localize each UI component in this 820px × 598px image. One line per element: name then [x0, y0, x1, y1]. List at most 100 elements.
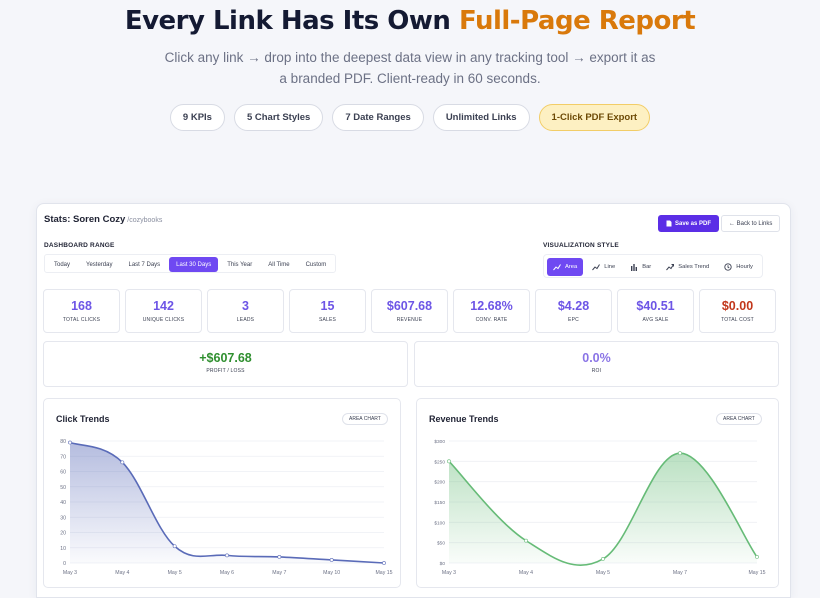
line-trend-icon: [592, 264, 601, 271]
y-tick-label: 80: [60, 439, 66, 445]
y-tick-label: 50: [60, 485, 66, 491]
series-area: [70, 442, 384, 563]
x-tick-label: May 10: [323, 570, 340, 576]
hero-title-main: Every Link Has Its Own: [124, 6, 459, 36]
report-title-text: Stats: Soren Cozy: [44, 214, 126, 225]
viz-sales-trend-label: Sales Trend: [678, 264, 710, 270]
data-point[interactable]: [277, 554, 282, 559]
x-tick-label: May 3: [63, 570, 77, 576]
y-tick-label: 20: [60, 531, 66, 537]
series-area: [449, 453, 757, 566]
kpi-value: 142: [153, 299, 174, 313]
report-card: Stats: Soren Cozy/cozybooks Save as PDF …: [36, 203, 791, 598]
viz-line-label: Line: [604, 264, 616, 270]
visualization-selector: Area Line Bar Sales Trend Hourly: [543, 254, 763, 278]
kpi-value: 12.68%: [470, 299, 513, 313]
x-tick-label: May 4: [115, 570, 129, 576]
roi-value: 0.0%: [582, 351, 611, 365]
data-point[interactable]: [382, 561, 386, 565]
data-point[interactable]: [678, 451, 682, 456]
y-tick-label: $50: [437, 541, 445, 547]
viz-line[interactable]: Line: [586, 258, 621, 276]
data-point[interactable]: [755, 554, 759, 559]
hero-subtitle: Click any link → drop into the deepest d…: [0, 47, 820, 89]
pill-chart-styles: 5 Chart Styles: [233, 104, 324, 131]
revenue-trends-plot: $0 $50 $100 $150 $200 $250 $300 May 3 May 4 May 5…: [434, 439, 765, 576]
profit-value: +$607.68: [199, 351, 252, 365]
report-slug: /cozybooks: [127, 217, 163, 224]
x-tick-label: May 5: [168, 570, 182, 576]
y-tick-label: $200: [434, 480, 445, 486]
pill-kpis: 9 KPIs: [169, 104, 225, 131]
y-tick-label: 70: [60, 454, 66, 460]
kpi-total-cost: $0.00 TOTAL COST: [699, 289, 776, 333]
chart-title: Revenue Trends: [429, 414, 499, 424]
data-point[interactable]: [447, 459, 451, 464]
kpi-label: LEADS: [236, 317, 255, 323]
roi-label: ROI: [591, 368, 602, 374]
hero-subtitle-line1: Click any link → drop into the deepest d…: [164, 50, 656, 65]
kpi-label: REVENUE: [396, 317, 423, 323]
x-tick-label: May 15: [748, 570, 765, 576]
dashboard-range-label: DASHBOARD RANGE: [44, 242, 115, 249]
data-point[interactable]: [225, 553, 229, 558]
chart-title: Click Trends: [56, 414, 110, 424]
range-custom[interactable]: Custom: [305, 261, 327, 268]
x-tick-label: May 4: [519, 570, 533, 576]
x-tick-label: May 15: [375, 570, 392, 576]
area-trend-icon: [553, 264, 561, 271]
data-point[interactable]: [329, 558, 334, 562]
range-this-year[interactable]: This Year: [227, 261, 253, 268]
viz-hourly[interactable]: Hourly: [718, 258, 759, 276]
kpi-label: AVG SALE: [642, 317, 669, 323]
x-tick-label: May 7: [272, 570, 286, 576]
hero-subtitle-line2: a branded PDF. Client-ready in 60 second…: [279, 71, 541, 86]
kpi-total-clicks: 168 TOTAL CLICKS: [43, 289, 120, 333]
range-last-30-days[interactable]: Last 30 Days: [169, 257, 219, 272]
pill-pdf-export: 1-Click PDF Export: [538, 104, 651, 131]
viz-sales-trend[interactable]: Sales Trend: [660, 258, 715, 276]
profit-loss-card: +$607.68 PROFIT / LOSS: [43, 341, 408, 387]
y-tick-label: 10: [60, 546, 66, 552]
roi-card: 0.0% ROI: [414, 341, 779, 387]
x-tick-label: May 5: [596, 570, 610, 576]
y-tick-label: 60: [60, 470, 66, 476]
data-point[interactable]: [524, 538, 528, 543]
y-tick-label: $150: [434, 500, 445, 506]
y-tick-label: $0: [440, 561, 446, 567]
range-yesterday[interactable]: Yesterday: [86, 261, 113, 268]
kpi-row: 168 TOTAL CLICKS 142 UNIQUE CLICKS 3 LEADS …: [43, 289, 776, 333]
chart-type-badge[interactable]: AREA CHART: [716, 413, 762, 425]
data-point[interactable]: [68, 440, 72, 445]
viz-bar[interactable]: Bar: [624, 258, 657, 276]
hero-title: Every Link Has Its Own Full-Page Report: [0, 6, 820, 37]
click-trends-chart: Click Trends AREA CHART 0 10 20 30 40 50 60 70 8…: [43, 398, 401, 588]
hero-title-highlight: Full-Page Report: [458, 6, 696, 36]
back-to-links-button[interactable]: ← Back to Links: [721, 215, 781, 232]
y-tick-label: $100: [434, 520, 445, 526]
save-pdf-button[interactable]: Save as PDF: [658, 215, 720, 232]
feature-pills: 9 KPIs 5 Chart Styles 7 Date Ranges Unli…: [0, 104, 820, 131]
range-all-time[interactable]: All Time: [268, 261, 290, 268]
viz-area[interactable]: Area: [547, 258, 584, 276]
range-last-7-days[interactable]: Last 7 Days: [128, 261, 161, 268]
kpi-value: 3: [242, 299, 249, 313]
y-tick-label: $300: [434, 439, 445, 445]
kpi-value: 168: [71, 299, 92, 313]
pill-date-ranges: 7 Date Ranges: [332, 104, 424, 131]
range-today[interactable]: Today: [54, 261, 71, 268]
viz-hourly-label: Hourly: [736, 264, 753, 270]
kpi-label: TOTAL COST: [721, 317, 754, 323]
data-point[interactable]: [172, 544, 177, 549]
chart-type-badge[interactable]: AREA CHART: [342, 413, 388, 425]
save-pdf-label: Save as PDF: [675, 220, 712, 227]
kpi-revenue: $607.68 REVENUE: [371, 289, 448, 333]
bar-chart-icon: [631, 264, 638, 271]
sales-trend-icon: [666, 264, 675, 271]
kpi-label: TOTAL CLICKS: [62, 317, 101, 323]
kpi-epc: $4.28 EPC: [535, 289, 612, 333]
x-tick-label: May 3: [442, 570, 456, 576]
data-point[interactable]: [601, 557, 605, 561]
x-tick-label: May 6: [220, 570, 234, 576]
data-point[interactable]: [120, 460, 125, 465]
